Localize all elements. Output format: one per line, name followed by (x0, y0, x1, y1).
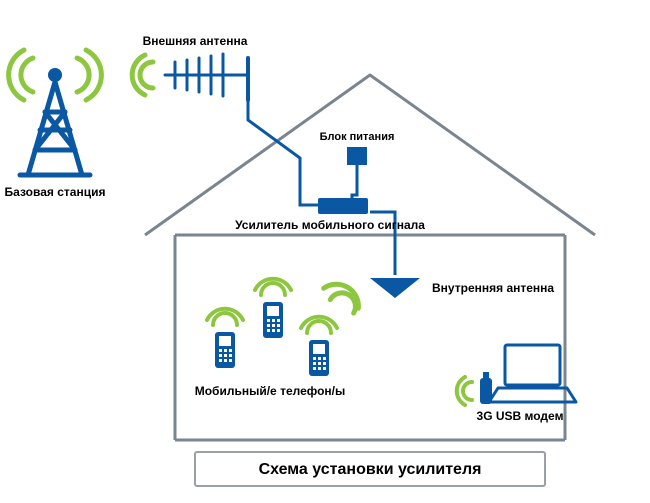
modem-label: 3G USB модем (477, 409, 564, 423)
usb-modem-icon (457, 372, 492, 405)
phone-icon (301, 317, 337, 376)
amplifier-icon (318, 198, 368, 214)
phone-icon (207, 309, 243, 368)
laptop-icon (489, 345, 576, 402)
phone-icon (255, 279, 291, 338)
cable-lines (248, 96, 395, 275)
phones-label: Мобильный/е телефон/ы (195, 384, 346, 398)
external-antenna-label: Внешняя антенна (143, 34, 248, 48)
caption-label: Схема установки усилителя (259, 461, 482, 478)
phones-group (207, 279, 337, 376)
base-station-label: Базовая станция (5, 185, 106, 199)
psu-label: Блок питания (320, 131, 395, 143)
psu-icon (347, 147, 367, 165)
external-antenna-icon (132, 54, 248, 100)
diagram-canvas: Базовая станция Внешняя антенна (0, 0, 650, 503)
amplifier-label: Усилитель мобильного сигнала (235, 218, 425, 232)
cell-tower-icon (9, 50, 102, 175)
internal-antenna-label: Внутренняя антенна (432, 281, 554, 295)
internal-antenna-icon (324, 277, 420, 313)
